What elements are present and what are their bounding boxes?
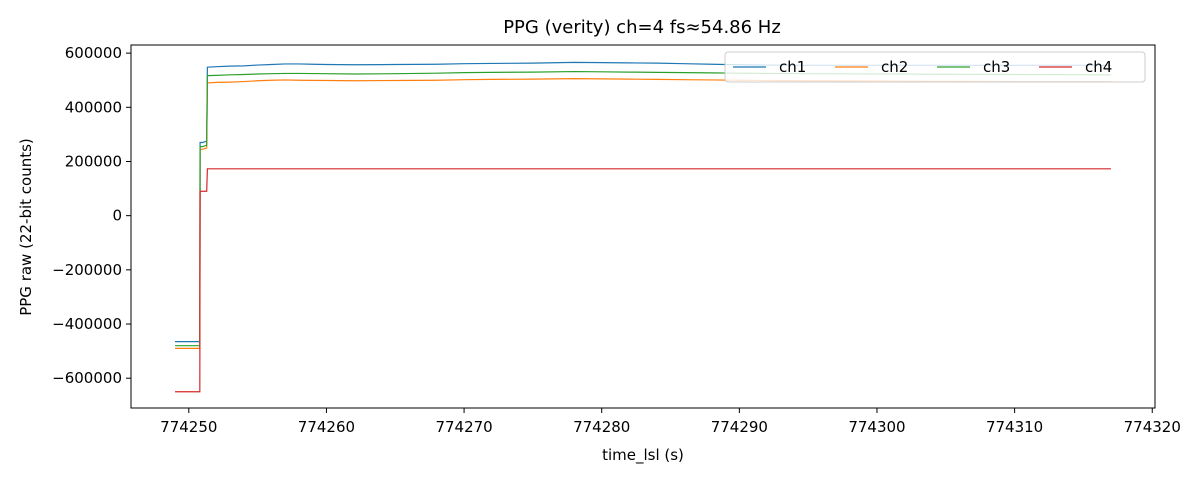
y-axis: −600000 −400000 −200000 0 200000 400000 600000 (52, 44, 131, 387)
plot-lines (175, 61, 1111, 393)
y-tick-label: −600000 (52, 369, 122, 387)
series-line-ch1 (175, 61, 1111, 343)
plot-area-frame (130, 44, 1156, 409)
series-line-ch3 (175, 70, 1111, 347)
x-tick-label: 774310 (986, 418, 1043, 436)
x-axis: 774250 774260 774270 774280 774290 774300 7743… (160, 408, 1181, 436)
x-axis-label: time_lsl (s) (602, 446, 684, 465)
y-tick-label: 0 (112, 207, 122, 225)
legend-label-ch2: ch2 (881, 58, 908, 76)
y-tick-label: 600000 (65, 44, 122, 62)
x-tick-label: 774260 (298, 418, 355, 436)
x-tick-label: 774270 (435, 418, 492, 436)
x-tick-label: 774280 (573, 418, 630, 436)
y-tick-label: −400000 (52, 315, 122, 333)
chart-title: PPG (verity) ch=4 fs≈54.86 Hz (503, 17, 781, 38)
legend-label-ch1: ch1 (779, 58, 806, 76)
y-tick-label: −200000 (52, 261, 122, 279)
x-tick-label: 774320 (1124, 418, 1181, 436)
y-axis-label: PPG raw (22-bit counts) (17, 138, 35, 316)
x-tick-label: 774250 (160, 418, 217, 436)
x-tick-label: 774300 (848, 418, 905, 436)
legend: ch1 ch2 ch3 ch4 (724, 51, 1146, 83)
y-tick-label: 200000 (65, 152, 122, 170)
series-line-ch4 (175, 168, 1111, 393)
series-line-ch2 (175, 77, 1111, 349)
legend-label-ch4: ch4 (1085, 58, 1112, 76)
legend-box (724, 51, 1146, 83)
legend-label-ch3: ch3 (983, 58, 1010, 76)
y-tick-label: 400000 (65, 98, 122, 116)
x-tick-label: 774290 (711, 418, 768, 436)
